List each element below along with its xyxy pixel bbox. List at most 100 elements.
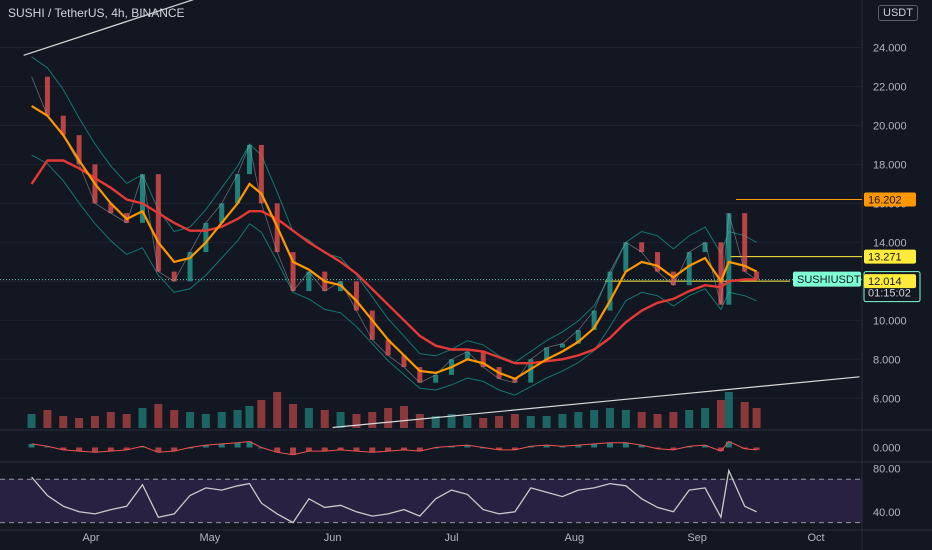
- macd-histogram-bar: [337, 447, 344, 450]
- macd-histogram-bar: [369, 447, 376, 453]
- price-bar: [623, 242, 629, 272]
- ema-slow-line: [30, 159, 757, 365]
- volume-bar: [27, 414, 36, 428]
- volume-bar: [273, 392, 282, 428]
- price-bar: [742, 213, 748, 272]
- volume-bar: [336, 412, 345, 428]
- volume-bar: [138, 408, 147, 428]
- symbol-header[interactable]: SUSHI / TetherUS, 4h, BINANCE: [8, 6, 185, 20]
- price-tick-label: 22.000: [873, 81, 907, 93]
- price-tags: 16.20213.27112.08501:15:02SUSHIUSDT12.01…: [793, 192, 921, 303]
- bollinger-lower-line: [31, 154, 757, 396]
- price-bar: [203, 222, 209, 253]
- macd-histogram-bar: [234, 442, 241, 448]
- macd-histogram-bar: [622, 442, 629, 448]
- price-series-group: [30, 56, 760, 396]
- price-bar: [726, 213, 732, 305]
- macd-histogram-bar: [753, 447, 760, 450]
- macd-histogram-bar: [139, 446, 146, 448]
- volume-bar: [653, 414, 662, 428]
- macd-histogram-bar: [353, 447, 360, 452]
- price-tick-label: 20.000: [873, 120, 907, 132]
- horizontal-levels[interactable]: [0, 198, 862, 282]
- price-bar: [353, 281, 359, 311]
- price-tick-label: 14.000: [873, 237, 907, 249]
- macd-histogram-bar: [654, 447, 661, 449]
- macd-pane: [28, 440, 760, 456]
- macd-histogram-bar: [60, 447, 67, 450]
- level-tag-low-bg: [864, 274, 916, 289]
- macd-histogram-bar: [246, 441, 253, 448]
- volume-bar: [701, 408, 710, 428]
- trendline-upper-resistance[interactable]: [23, 0, 262, 56]
- macd-histogram-bar: [171, 447, 178, 452]
- pair-name: TetherUS: [54, 6, 105, 20]
- price-bar: [187, 252, 193, 282]
- rsi-pane: [0, 468, 862, 524]
- volume-bar: [352, 414, 361, 428]
- volume-bar: [368, 412, 377, 428]
- price-bar: [290, 252, 296, 292]
- macd-histogram-bar: [591, 443, 598, 448]
- price-bar: [44, 76, 50, 116]
- macd-histogram-bar: [496, 447, 503, 450]
- macd-histogram-bar: [464, 445, 471, 448]
- macd-histogram-bar: [702, 445, 709, 448]
- price-bar: [607, 271, 613, 311]
- macd-histogram-bar: [28, 443, 35, 448]
- currency-unit-button[interactable]: USDT: [878, 5, 918, 21]
- macd-histogram-bar: [606, 442, 613, 448]
- macd-histogram-bar: [218, 443, 225, 448]
- macd-histogram-bar: [670, 447, 677, 450]
- volume-bar: [399, 406, 408, 428]
- price-bar: [718, 242, 724, 305]
- macd-histogram-bar: [511, 447, 518, 450]
- volume-histogram: [27, 392, 761, 428]
- macd-histogram-bar: [543, 445, 550, 448]
- ema-fast-line: [31, 105, 758, 381]
- volume-bar: [621, 410, 630, 428]
- price-bar: [108, 203, 114, 214]
- volume-bar: [558, 414, 567, 428]
- price-bar: [754, 271, 760, 280]
- macd-histogram-bar: [416, 447, 423, 452]
- level-tag-mid: 13.271: [868, 252, 902, 264]
- macd-histogram-bar: [123, 447, 130, 450]
- trendline-lower-support[interactable]: [332, 376, 860, 429]
- volume-bar: [510, 414, 519, 428]
- volume-bar: [217, 412, 226, 428]
- macd-histogram-bar: [527, 446, 534, 448]
- macd-histogram-bar: [638, 445, 645, 448]
- rsi-tick-label: 80.00: [873, 463, 901, 475]
- volume-bar: [122, 414, 131, 428]
- bollinger-upper-line: [31, 56, 757, 363]
- time-tick-label: Apr: [82, 532, 99, 544]
- macd-signal-line: [31, 440, 757, 456]
- price-bar: [686, 252, 692, 286]
- macd-tick-label: 0.000: [873, 443, 901, 455]
- volume-bar: [43, 410, 52, 428]
- price-bar: [655, 252, 661, 272]
- volume-bar: [716, 400, 725, 428]
- volume-bar: [526, 416, 535, 428]
- time-tick-label: May: [199, 532, 220, 544]
- macd-histogram-bar: [155, 447, 162, 453]
- interval-label: 4h: [111, 6, 125, 20]
- macd-histogram-bar: [575, 445, 582, 448]
- price-bar: [639, 242, 645, 253]
- trendlines[interactable]: [23, 0, 860, 429]
- volume-bar: [637, 412, 646, 428]
- price-bar: [155, 174, 161, 272]
- level-tag-high: 16.202: [868, 194, 902, 206]
- volume-bar: [605, 408, 614, 428]
- macd-histogram-bar: [741, 447, 748, 449]
- rsi-line: [31, 468, 757, 524]
- volume-bar: [154, 404, 163, 428]
- macd-histogram-bar: [725, 441, 732, 448]
- volume-bar: [320, 410, 329, 428]
- volume-bar: [106, 412, 115, 428]
- volume-bar: [574, 412, 583, 428]
- macd-histogram-bar: [107, 447, 114, 452]
